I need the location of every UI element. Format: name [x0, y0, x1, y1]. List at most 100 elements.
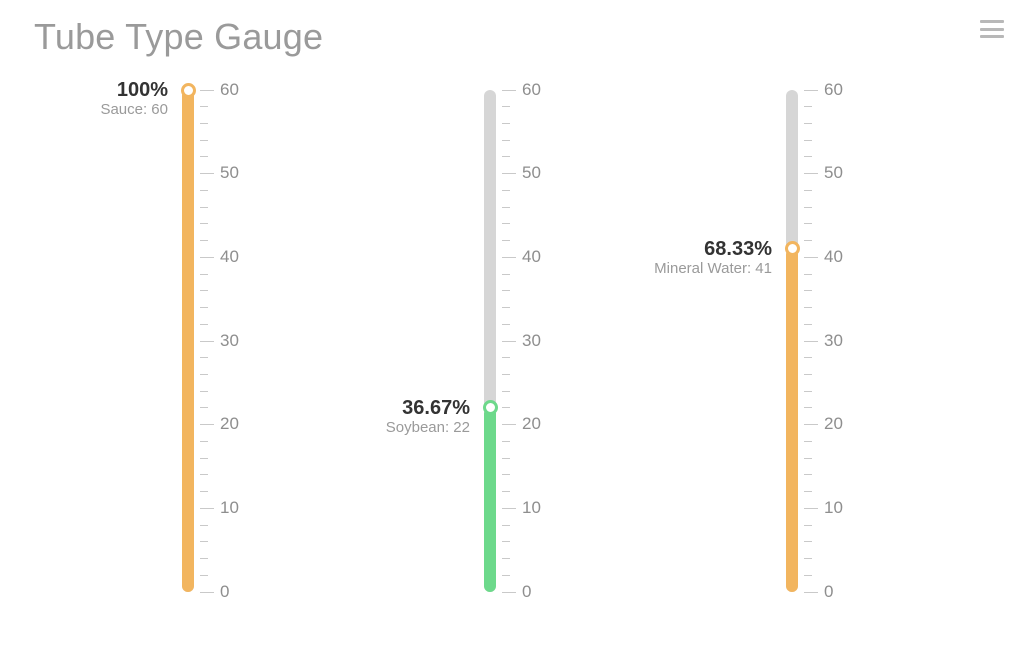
- gauge-value-sublabel: Sauce: 60: [8, 101, 168, 120]
- axis-tick-minor: [200, 474, 208, 475]
- axis-tick-minor: [200, 240, 208, 241]
- axis-tick-minor: [200, 374, 208, 375]
- gauge-marker: [483, 400, 498, 415]
- axis-tick-label: 60: [824, 80, 843, 100]
- axis-tick-minor: [200, 307, 208, 308]
- axis-tick-minor: [502, 290, 510, 291]
- axis-tick-label: 40: [522, 247, 541, 267]
- axis-tick-major: [502, 508, 516, 509]
- axis-tick-minor: [502, 374, 510, 375]
- axis-tick-label: 0: [824, 582, 833, 602]
- axis-tick-label: 30: [824, 331, 843, 351]
- chart-canvas: Tube Type Gauge 0102030405060100%Sauce: …: [0, 0, 1024, 648]
- axis-tick-major: [200, 341, 214, 342]
- axis-tick-minor: [200, 324, 208, 325]
- axis-tick-minor: [200, 274, 208, 275]
- axis-tick-minor: [804, 407, 812, 408]
- axis-tick-minor: [502, 123, 510, 124]
- gauge-value-sublabel: Soybean: 22: [310, 419, 470, 438]
- chart-title: Tube Type Gauge: [34, 16, 323, 58]
- gauge-value-sublabel: Mineral Water: 41: [612, 260, 772, 279]
- axis-tick-minor: [804, 307, 812, 308]
- axis-tick-label: 20: [522, 414, 541, 434]
- axis-tick-minor: [200, 525, 208, 526]
- axis-tick-minor: [200, 458, 208, 459]
- axis-tick-label: 0: [220, 582, 229, 602]
- axis-tick-minor: [200, 575, 208, 576]
- axis-tick-major: [200, 90, 214, 91]
- axis-tick-major: [502, 592, 516, 593]
- gauge-fill: [182, 90, 194, 592]
- axis-tick-minor: [200, 190, 208, 191]
- axis-tick-minor: [804, 525, 812, 526]
- axis-tick-minor: [502, 240, 510, 241]
- hamburger-menu-icon[interactable]: [980, 20, 1004, 38]
- gauge-fill: [484, 408, 496, 592]
- axis-tick-major: [502, 424, 516, 425]
- axis-tick-minor: [200, 223, 208, 224]
- axis-tick-minor: [200, 357, 208, 358]
- axis-tick-major: [502, 90, 516, 91]
- axis-tick-minor: [502, 575, 510, 576]
- axis-tick-major: [200, 257, 214, 258]
- axis-tick-minor: [804, 458, 812, 459]
- axis-tick-major: [804, 592, 818, 593]
- axis-tick-minor: [200, 558, 208, 559]
- axis-tick-minor: [804, 240, 812, 241]
- axis-tick-minor: [502, 357, 510, 358]
- axis-tick-label: 20: [220, 414, 239, 434]
- axis-tick-major: [200, 592, 214, 593]
- axis-tick-minor: [804, 274, 812, 275]
- axis-tick-minor: [502, 558, 510, 559]
- axis-tick-label: 10: [522, 498, 541, 518]
- axis-tick-minor: [200, 441, 208, 442]
- axis-tick-minor: [200, 106, 208, 107]
- gauge-fill: [786, 249, 798, 592]
- axis-tick-minor: [200, 290, 208, 291]
- axis-tick-label: 50: [522, 163, 541, 183]
- axis-tick-major: [804, 173, 818, 174]
- axis-tick-label: 30: [522, 331, 541, 351]
- axis-tick-minor: [502, 207, 510, 208]
- axis-tick-minor: [804, 558, 812, 559]
- axis-tick-label: 30: [220, 331, 239, 351]
- gauge-marker: [785, 241, 800, 256]
- axis-tick-minor: [804, 575, 812, 576]
- axis-tick-minor: [200, 207, 208, 208]
- axis-tick-major: [804, 257, 818, 258]
- axis-tick-minor: [200, 491, 208, 492]
- axis-tick-minor: [804, 207, 812, 208]
- axis-tick-label: 40: [824, 247, 843, 267]
- axis-tick-minor: [804, 474, 812, 475]
- axis-tick-minor: [502, 324, 510, 325]
- axis-tick-minor: [804, 374, 812, 375]
- axis-tick-minor: [804, 491, 812, 492]
- axis-tick-minor: [804, 106, 812, 107]
- axis-tick-major: [804, 508, 818, 509]
- gauge-value-percent: 36.67%: [310, 397, 470, 420]
- axis-tick-label: 10: [220, 498, 239, 518]
- axis-tick-minor: [502, 391, 510, 392]
- axis-tick-minor: [804, 357, 812, 358]
- axis-tick-minor: [200, 391, 208, 392]
- axis-tick-minor: [502, 541, 510, 542]
- axis-tick-major: [502, 257, 516, 258]
- axis-tick-minor: [502, 441, 510, 442]
- axis-tick-label: 50: [824, 163, 843, 183]
- axis-tick-minor: [804, 140, 812, 141]
- axis-tick-minor: [502, 274, 510, 275]
- axis-tick-minor: [804, 541, 812, 542]
- axis-tick-minor: [502, 106, 510, 107]
- axis-tick-minor: [804, 391, 812, 392]
- axis-tick-minor: [804, 324, 812, 325]
- axis-tick-major: [804, 424, 818, 425]
- axis-tick-minor: [502, 156, 510, 157]
- axis-tick-label: 0: [522, 582, 531, 602]
- axis-tick-label: 50: [220, 163, 239, 183]
- axis-tick-label: 20: [824, 414, 843, 434]
- axis-tick-major: [200, 508, 214, 509]
- axis-tick-minor: [200, 140, 208, 141]
- axis-tick-label: 60: [522, 80, 541, 100]
- axis-tick-minor: [502, 458, 510, 459]
- axis-tick-label: 10: [824, 498, 843, 518]
